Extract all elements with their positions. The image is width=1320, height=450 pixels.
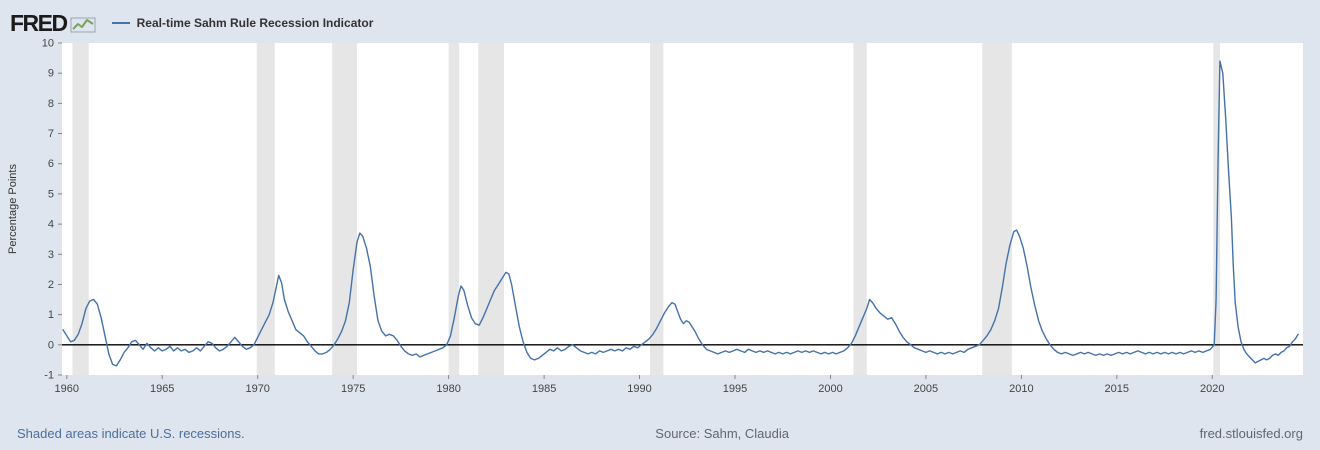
- y-tick-label: 10: [42, 38, 54, 50]
- x-tick-label: 2020: [1200, 383, 1224, 395]
- x-tick-label: 1995: [723, 383, 747, 395]
- x-tick-label: 1960: [55, 383, 79, 395]
- x-tick-label: 1980: [436, 383, 460, 395]
- y-tick-label: 4: [48, 219, 54, 231]
- y-tick-label: 8: [48, 98, 54, 110]
- x-tick-label: 1965: [150, 383, 174, 395]
- recession-band: [650, 43, 664, 375]
- recession-band: [1213, 43, 1220, 375]
- y-tick-label: 2: [48, 279, 54, 291]
- x-tick-label: 1985: [532, 383, 556, 395]
- chart-header: FRED Real-time Sahm Rule Recession Indic…: [0, 0, 1320, 37]
- fred-site-link[interactable]: fred.stlouisfed.org: [1199, 426, 1303, 441]
- x-tick-label: 2000: [818, 383, 842, 395]
- x-tick-label: 1990: [627, 383, 651, 395]
- recession-note-link[interactable]: Shaded areas indicate U.S. recessions.: [17, 426, 245, 441]
- recession-band: [853, 43, 867, 375]
- y-tick-label: 0: [48, 339, 54, 351]
- source-text: Source: Sahm, Claudia: [655, 426, 789, 441]
- x-tick-label: 2015: [1105, 383, 1129, 395]
- recession-band: [256, 43, 275, 375]
- y-tick-label: -1: [44, 370, 54, 382]
- recession-band: [982, 43, 1012, 375]
- y-tick-label: 9: [48, 68, 54, 80]
- legend-label: Real-time Sahm Rule Recession Indicator: [136, 16, 374, 30]
- y-tick-label: 7: [48, 128, 54, 140]
- series-line: [62, 60, 1299, 367]
- y-tick-label: 1: [48, 309, 54, 321]
- y-tick-label: 5: [48, 188, 54, 200]
- recession-band: [448, 43, 460, 375]
- x-tick-label: 1975: [341, 383, 365, 395]
- recession-band: [478, 43, 504, 375]
- chart-footer: Shaded areas indicate U.S. recessions. S…: [0, 426, 1320, 441]
- x-tick-label: 1970: [245, 383, 269, 395]
- fred-logo-chart-icon: [70, 17, 96, 32]
- fred-logo-text: FRED: [10, 9, 68, 36]
- y-tick-label: 3: [48, 249, 54, 261]
- chart-canvas: -1 0 1 2 3 4 5 6 7 8 9 10 1960 1965 1970 1975 1980 1985 19…: [7, 38, 1303, 395]
- legend-line-swatch: [111, 22, 130, 24]
- recession-band: [72, 43, 89, 375]
- recession-band: [332, 43, 357, 375]
- x-tick-label: 2005: [914, 383, 938, 395]
- y-axis-title: Percentage Points: [7, 164, 19, 254]
- fred-logo[interactable]: FRED: [10, 9, 96, 36]
- y-tick-label: 6: [48, 158, 54, 170]
- plot-area: [62, 43, 1303, 375]
- x-tick-label: 2010: [1009, 383, 1033, 395]
- legend-item: Real-time Sahm Rule Recession Indicator: [111, 16, 374, 30]
